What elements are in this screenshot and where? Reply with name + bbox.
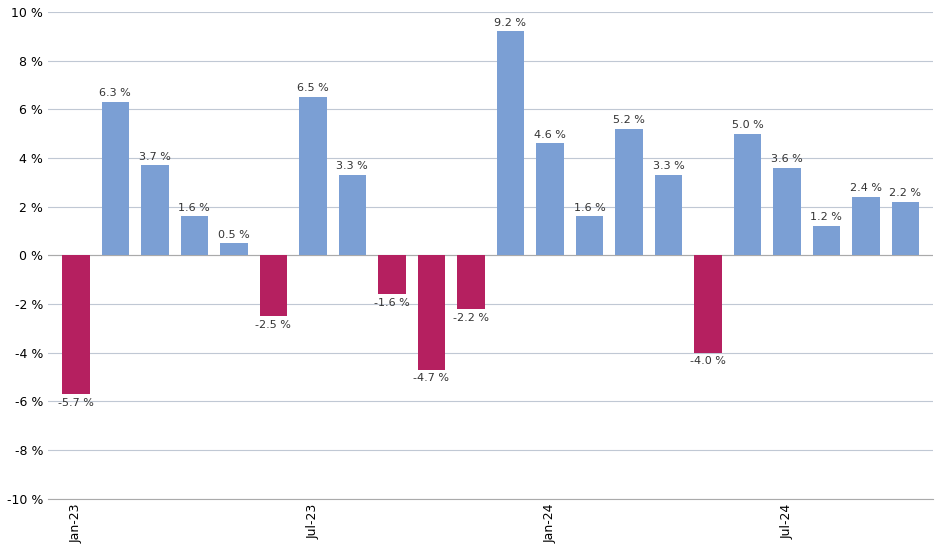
Text: 2.2 %: 2.2 % [889,188,921,198]
Bar [338,175,367,255]
Bar [220,243,247,255]
Text: 3.6 %: 3.6 % [771,154,803,164]
Bar [615,129,643,255]
Bar [852,197,880,255]
Bar [102,102,129,255]
Bar [457,255,485,309]
Text: 5.0 %: 5.0 % [731,120,763,130]
Text: -1.6 %: -1.6 % [374,298,410,308]
Bar [417,255,446,370]
Text: -2.5 %: -2.5 % [256,320,291,330]
Text: 3.3 %: 3.3 % [652,161,684,172]
Bar [299,97,327,255]
Bar [654,175,682,255]
Bar [812,226,840,255]
Text: 1.6 %: 1.6 % [573,203,605,213]
Text: 3.7 %: 3.7 % [139,152,171,162]
Text: -4.0 %: -4.0 % [690,356,726,366]
Text: 6.3 %: 6.3 % [100,89,132,98]
Bar [141,165,168,255]
Text: 4.6 %: 4.6 % [534,130,566,140]
Text: -2.2 %: -2.2 % [453,312,489,322]
Text: 1.2 %: 1.2 % [810,212,842,222]
Bar [733,134,761,255]
Text: 6.5 %: 6.5 % [297,84,329,94]
Text: 2.4 %: 2.4 % [850,183,882,193]
Bar [180,216,208,255]
Text: 1.6 %: 1.6 % [179,203,211,213]
Bar [575,216,603,255]
Bar [773,168,801,255]
Text: 5.2 %: 5.2 % [613,115,645,125]
Bar [496,31,525,255]
Bar [536,144,564,255]
Text: 9.2 %: 9.2 % [494,18,526,28]
Bar [62,255,89,394]
Bar [378,255,406,294]
Text: 0.5 %: 0.5 % [218,229,250,239]
Text: -5.7 %: -5.7 % [58,398,94,408]
Bar [259,255,288,316]
Bar [891,202,919,255]
Text: 3.3 %: 3.3 % [337,161,368,172]
Bar [694,255,722,353]
Text: -4.7 %: -4.7 % [414,373,449,383]
